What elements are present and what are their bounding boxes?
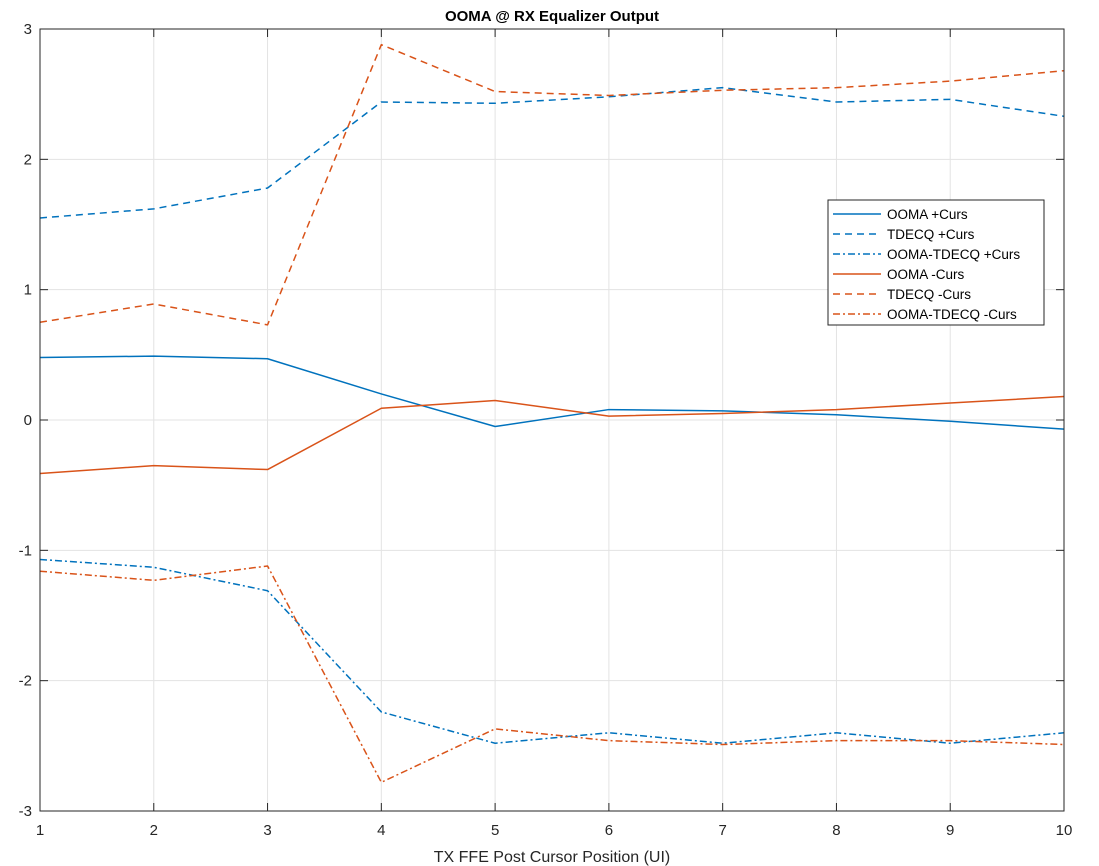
x-tick-label: 8	[832, 822, 840, 839]
series-lines	[39, 43, 1065, 784]
legend-label: TDECQ +Curs	[887, 227, 975, 242]
legend: OOMA +Curs TDECQ +Curs OOMA-TDECQ +Curs OOM…	[827, 199, 1045, 326]
x-tick-label: 1	[36, 822, 44, 839]
legend-box	[827, 199, 1045, 326]
legend-label: OOMA -Curs	[887, 267, 965, 282]
x-tick-label: 2	[150, 822, 158, 839]
y-tick-labels: -3 -2 -1 0 1 2 3	[19, 21, 32, 820]
y-tick-label: 2	[24, 151, 32, 168]
y-tick-label: -3	[19, 803, 32, 820]
legend-label: TDECQ -Curs	[887, 287, 971, 302]
series-line-ooma-tdecq-curs	[39, 565, 1065, 784]
legend-entries: OOMA +Curs TDECQ +Curs OOMA-TDECQ +Curs OOM…	[833, 207, 1020, 322]
series-line-ooma-tdecq-curs	[39, 558, 1065, 744]
axis-ticks	[39, 28, 1065, 812]
series-line-tdecq-curs	[39, 86, 1065, 219]
x-tick-label: 7	[718, 822, 726, 839]
y-tick-label: -1	[19, 542, 32, 559]
series-line-ooma-curs	[39, 355, 1065, 430]
chart-title: OOMA @ RX Equalizer Output	[445, 8, 659, 25]
y-tick-label: 1	[24, 282, 32, 299]
x-tick-label: 4	[377, 822, 385, 839]
x-tick-label: 6	[605, 822, 613, 839]
y-tick-label: 3	[24, 21, 32, 38]
x-tick-label: 5	[491, 822, 499, 839]
legend-label: OOMA +Curs	[887, 207, 968, 222]
x-tick-label: 10	[1056, 822, 1073, 839]
legend-label: OOMA-TDECQ -Curs	[887, 307, 1017, 322]
y-tick-label: 0	[24, 412, 32, 429]
series-line-ooma-curs	[39, 395, 1065, 475]
y-tick-label: -2	[19, 673, 32, 690]
x-axis-label: TX FFE Post Cursor Position (UI)	[434, 849, 671, 866]
x-tick-labels: 1 2 3 4 5 6 7 8 9 10	[36, 822, 1073, 839]
x-tick-label: 9	[946, 822, 954, 839]
legend-label: OOMA-TDECQ +Curs	[887, 247, 1020, 262]
series-line-tdecq-curs	[39, 43, 1065, 326]
x-tick-label: 3	[263, 822, 271, 839]
